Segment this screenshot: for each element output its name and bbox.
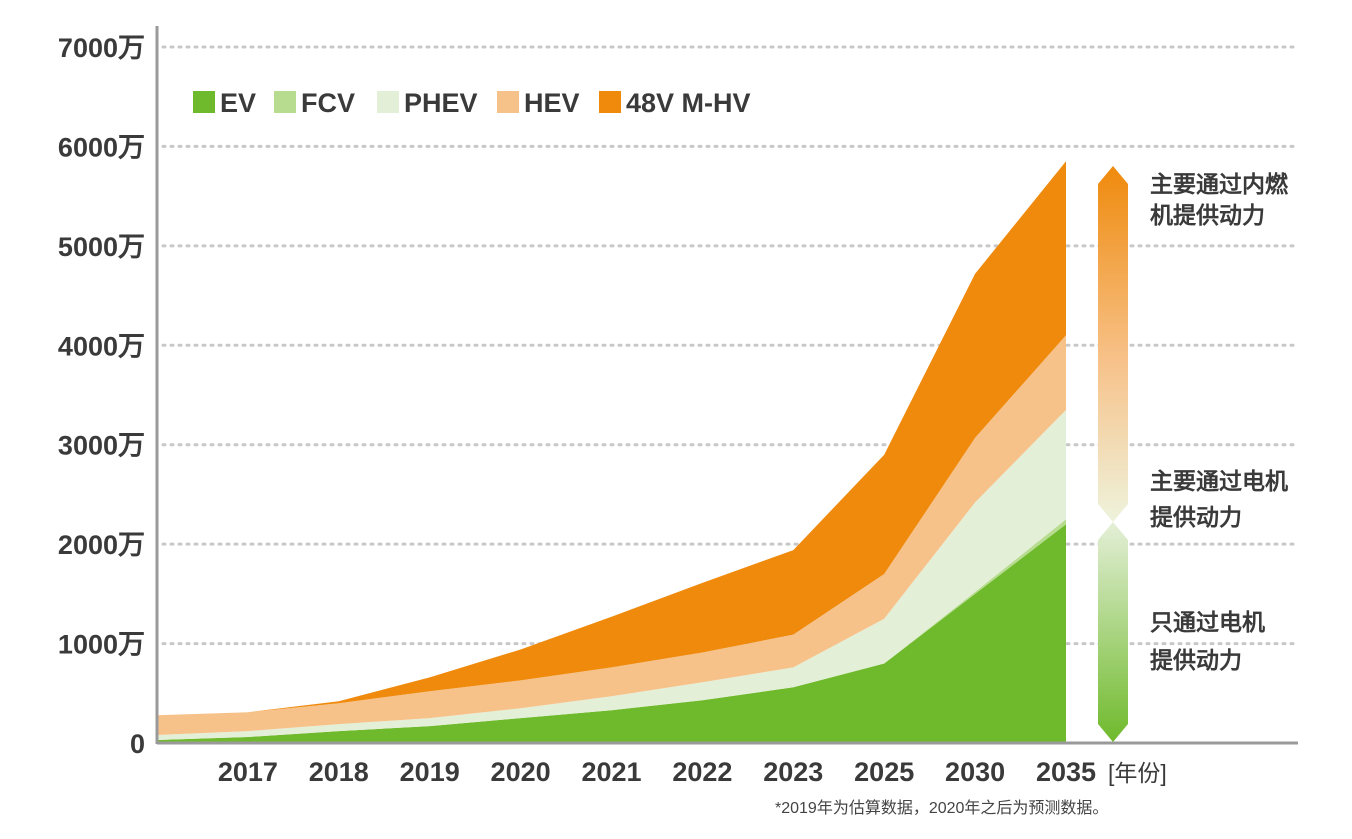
x-tick-label: 2022 — [672, 757, 732, 787]
legend-swatch — [599, 91, 621, 113]
x-axis-unit: [年份] — [1108, 760, 1167, 786]
legend-item: PHEV — [377, 88, 478, 118]
motor-only-arrow — [1098, 522, 1128, 742]
legend-item: HEV — [497, 88, 580, 118]
legend-swatch — [497, 91, 519, 113]
side-label-middle-line2: 提供动力 — [1150, 504, 1242, 530]
x-tick-label: 2021 — [581, 757, 641, 787]
legend: EV FCV PHEV HEV 48V M-HV — [193, 88, 751, 118]
y-tick-label: 6000万 — [58, 132, 145, 162]
area-48v-m-hv — [157, 161, 1066, 716]
legend-item: EV — [193, 88, 256, 118]
y-tick-label: 4000万 — [58, 331, 145, 361]
legend-item: 48V M-HV — [599, 88, 751, 118]
engine-to-motor-arrow — [1098, 166, 1128, 522]
powertrain-indicator — [1098, 166, 1128, 742]
legend-swatch — [377, 91, 399, 113]
side-label-middle: 主要通过电机 提供动力 — [1150, 468, 1288, 530]
legend-item: FCV — [274, 88, 355, 118]
legend-label: PHEV — [404, 88, 478, 118]
x-tick-label: 2019 — [400, 757, 460, 787]
x-tick-label: 2025 — [854, 757, 914, 787]
legend-label: EV — [220, 88, 256, 118]
y-tick-label: 3000万 — [58, 431, 145, 461]
side-label-top: 主要通过内燃 机提供动力 — [1150, 171, 1289, 228]
side-label-top-line2: 机提供动力 — [1150, 202, 1265, 228]
x-tick-label: 2035 — [1036, 757, 1096, 787]
side-label-bottom-line1: 只通过电机 — [1150, 609, 1265, 635]
legend-label: HEV — [524, 88, 580, 118]
area-hev — [157, 335, 1066, 735]
x-tick-label: 2030 — [945, 757, 1005, 787]
area-ev — [157, 524, 1066, 743]
legend-label: 48V M-HV — [626, 88, 751, 118]
axes — [155, 26, 1298, 745]
side-label-bottom-line2: 提供动力 — [1150, 647, 1242, 673]
x-tick-label: 2018 — [309, 757, 369, 787]
stacked-areas — [157, 161, 1066, 743]
side-label-top-line1: 主要通过内燃 — [1150, 171, 1289, 197]
legend-swatch — [193, 91, 215, 113]
y-tick-label: 2000万 — [58, 530, 145, 560]
side-label-middle-line1: 主要通过电机 — [1150, 468, 1288, 494]
x-tick-label: 2017 — [218, 757, 278, 787]
y-tick-labels: 0 1000万 2000万 3000万 4000万 5000万 6000万 7000万 — [58, 33, 145, 759]
y-tick-label: 1000万 — [58, 630, 145, 660]
x-tick-label: 2023 — [763, 757, 823, 787]
legend-swatch — [274, 91, 296, 113]
legend-label: FCV — [301, 88, 355, 118]
side-label-bottom: 只通过电机 提供动力 — [1150, 609, 1265, 673]
y-tick-label: 7000万 — [58, 33, 145, 63]
x-tick-label: 2020 — [491, 757, 551, 787]
y-tick-label: 5000万 — [58, 232, 145, 262]
y-tick-label: 0 — [130, 729, 145, 759]
area-phev — [157, 409, 1066, 740]
x-tick-labels: 2017 2018 2019 2020 2021 2022 2023 2025 2030 2035 — [218, 757, 1096, 787]
footnote: *2019年为估算数据，2020年之后为预测数据。 — [775, 798, 1108, 817]
